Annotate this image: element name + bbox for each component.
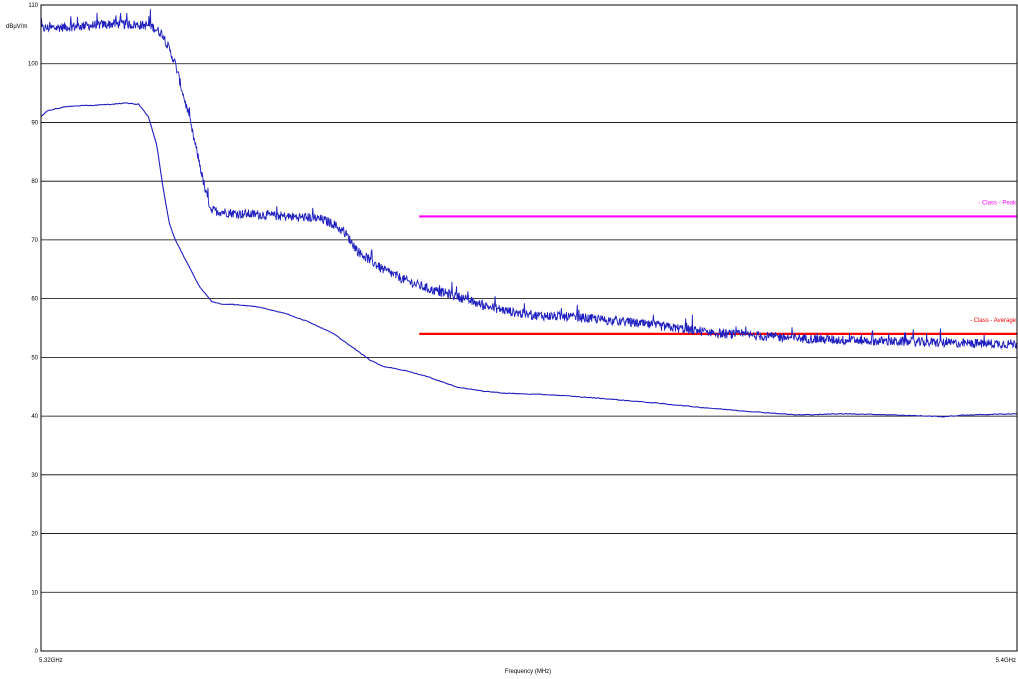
x-tick-end: 5.4GHz — [996, 658, 1016, 664]
y-tick-label: 50 — [31, 355, 38, 361]
peak-trace-line — [40, 9, 1018, 351]
series-group — [40, 9, 1018, 418]
limit-lines: - Class - Peak - Class - Average — [419, 200, 1017, 335]
y-tick-label: 100 — [28, 62, 39, 68]
y-tick-labels: 0 10 20 30 40 50 60 70 80 90 100 110 — [28, 3, 39, 655]
y-tick-label: 110 — [28, 3, 38, 9]
x-axis-label: Frequency (MHz) — [505, 669, 551, 675]
limit-line-label: - Class - Peak — [978, 200, 1017, 206]
y-tick-label: 20 — [31, 532, 38, 538]
y-tick-label: 90 — [31, 120, 38, 126]
grid-lines — [41, 63, 1017, 593]
y-tick-label: 0 — [35, 649, 39, 655]
plot-frame — [40, 4, 1018, 652]
y-tick-label: 60 — [31, 297, 38, 303]
y-tick-label: 40 — [31, 414, 38, 420]
y-tick-label: 70 — [31, 238, 38, 244]
y-tick-label: 10 — [31, 590, 38, 596]
y-tick-label: 30 — [31, 473, 38, 479]
average-trace-line — [40, 102, 1018, 418]
limit-line-label: - Class - Average — [970, 318, 1017, 324]
x-tick-start: 5.32GHz — [39, 658, 63, 664]
y-axis-label: dBµV/m — [6, 24, 27, 30]
y-tick-label: 80 — [31, 179, 38, 185]
